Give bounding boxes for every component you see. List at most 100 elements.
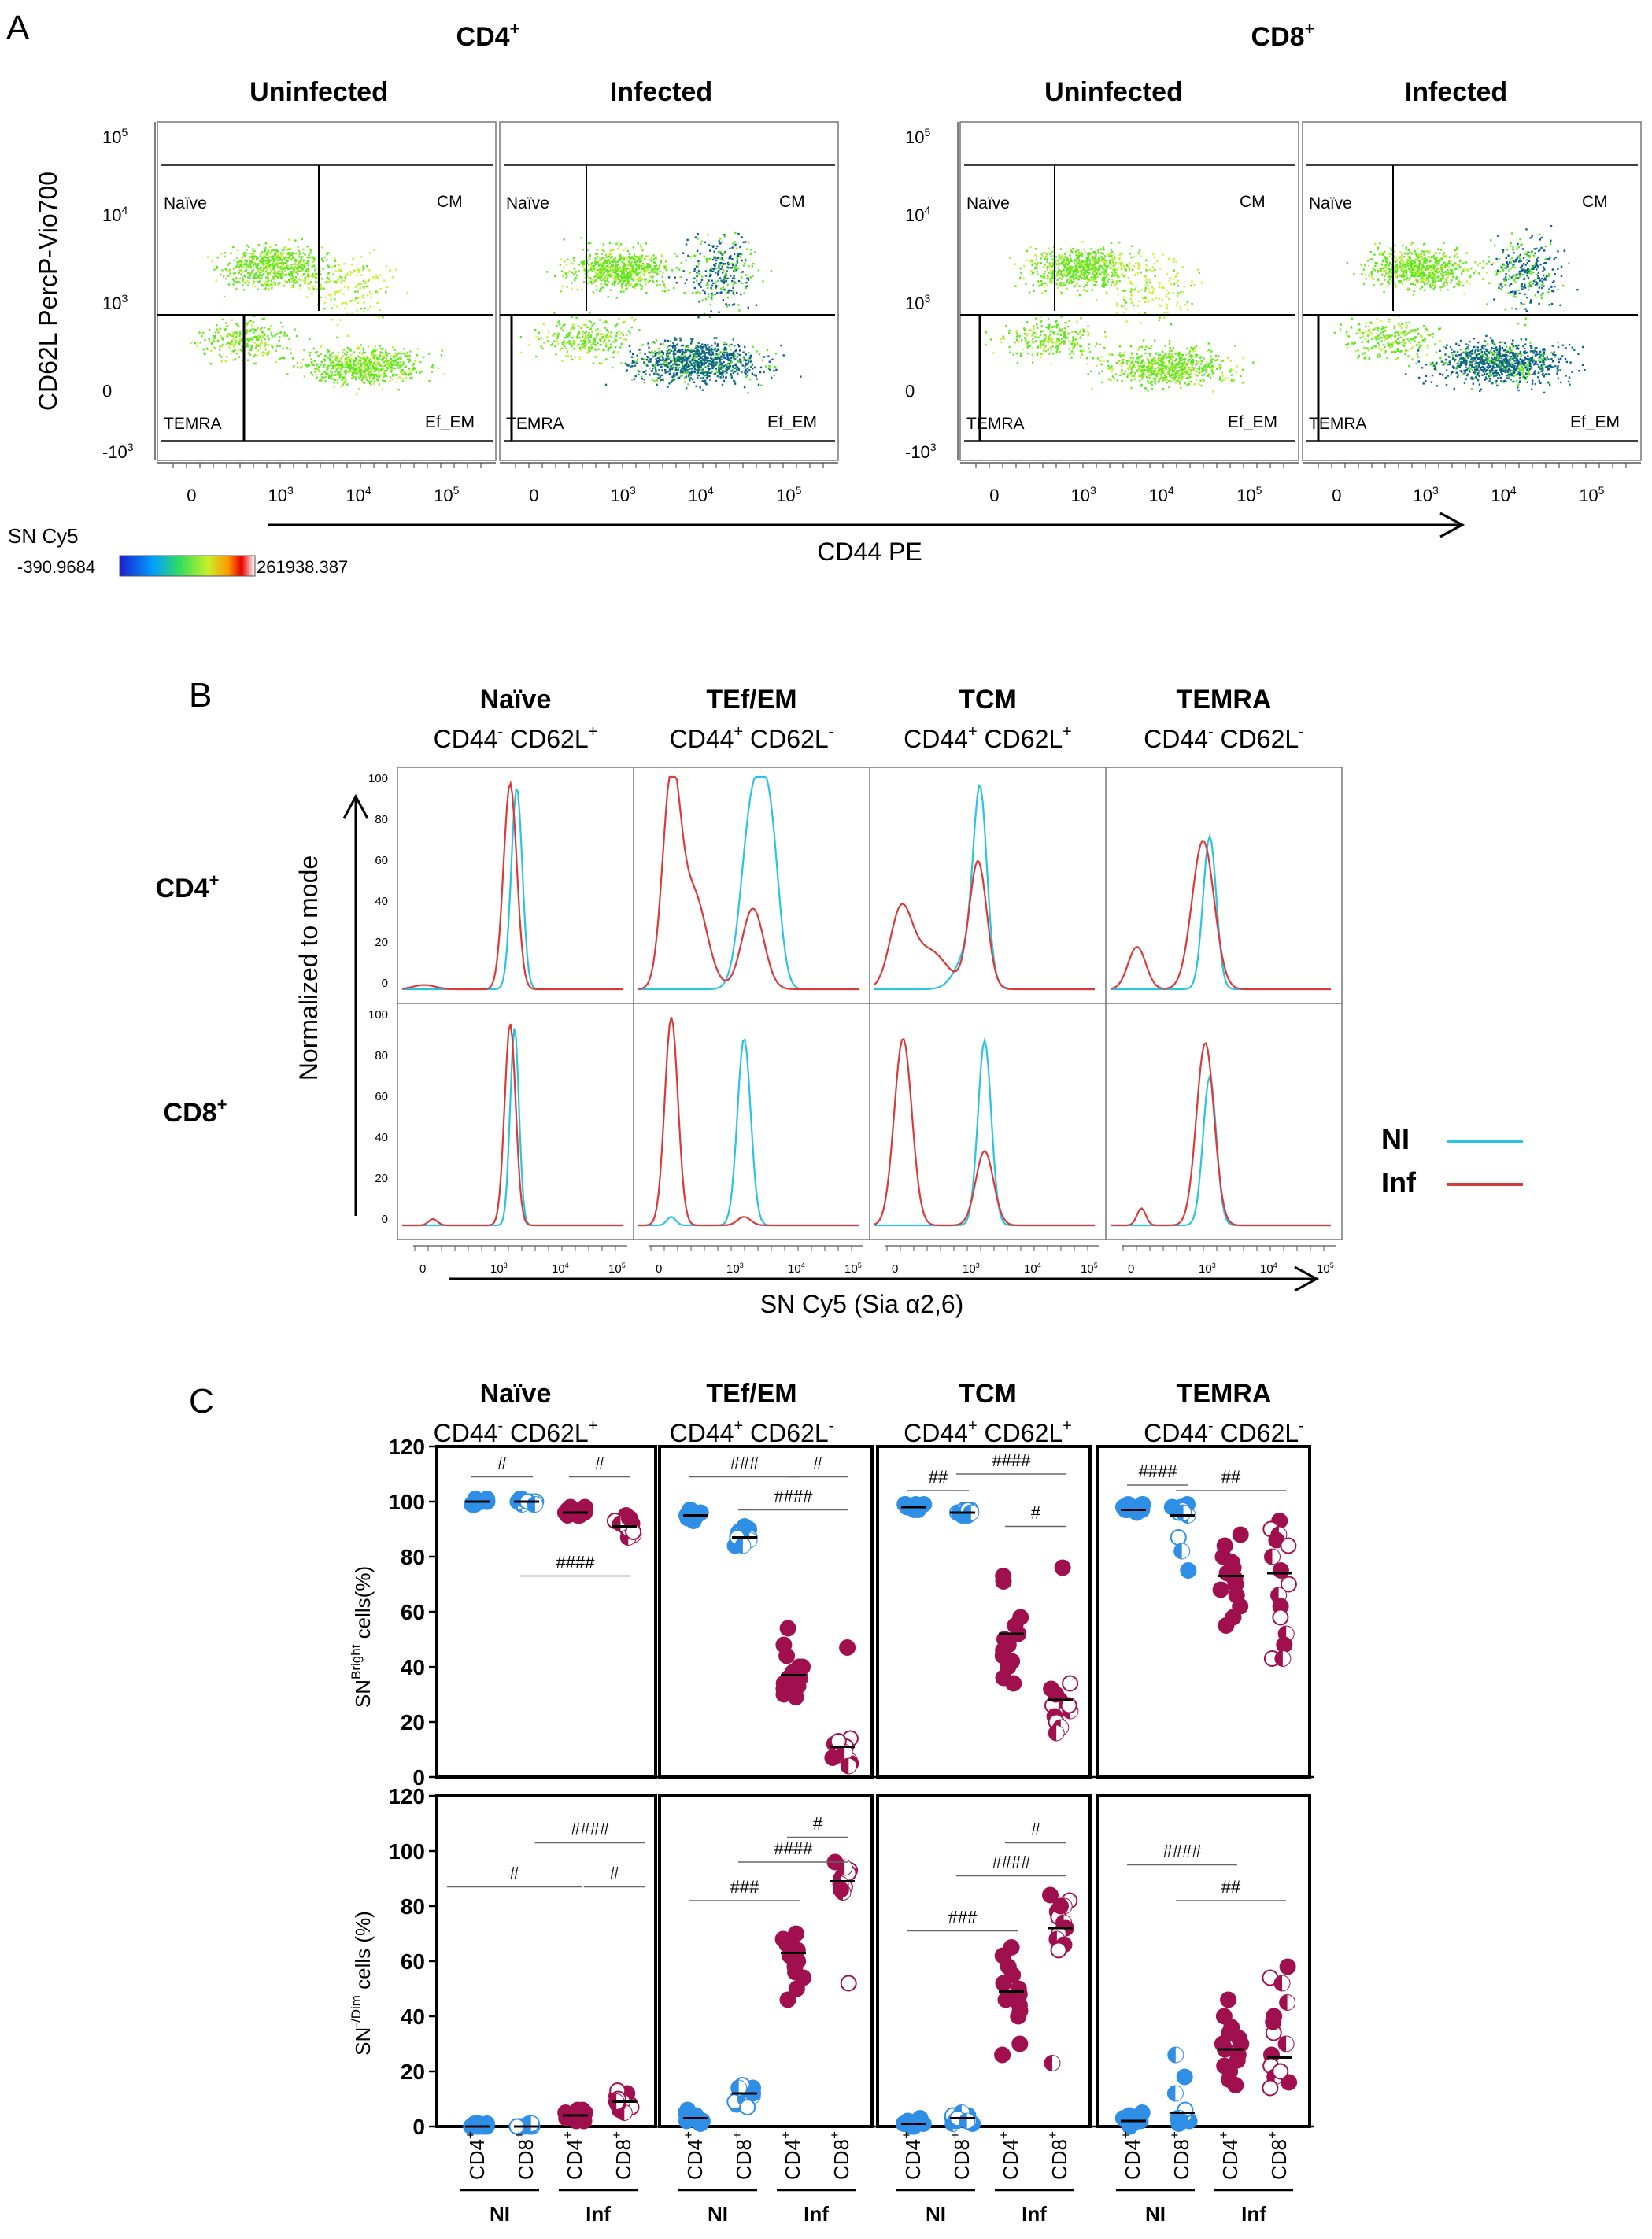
flow-event-dot xyxy=(1086,330,1088,333)
flow-event-dot xyxy=(605,265,608,268)
flow-event-dot xyxy=(608,275,611,278)
flow-event-dot xyxy=(283,248,286,251)
flow-event-dot xyxy=(1059,351,1061,353)
flow-event-dot xyxy=(327,252,330,254)
flow-event-dot xyxy=(1109,252,1111,255)
flow-event-dot xyxy=(223,328,225,331)
flow-event-dot xyxy=(238,272,241,275)
flow-event-dot xyxy=(656,273,659,275)
flow-event-dot xyxy=(1083,286,1085,288)
flow-event-dot xyxy=(1162,371,1165,374)
flow-event-dot xyxy=(1070,257,1072,260)
flow-event-dot xyxy=(1088,252,1091,254)
flow-event-dot xyxy=(251,272,253,274)
flow-event-dot xyxy=(1070,350,1074,353)
flow-event-dot xyxy=(591,324,593,327)
flow-event-dot xyxy=(291,357,294,360)
flow-event-dot xyxy=(224,252,227,254)
flow-event-dot xyxy=(768,367,771,370)
flow-event-dot xyxy=(599,266,601,269)
flow-event-dot xyxy=(651,364,654,366)
flow-event-dot xyxy=(707,286,709,290)
flow-event-dot xyxy=(655,371,657,373)
flow-event-dot xyxy=(595,285,597,287)
flow-event-dot xyxy=(276,333,279,335)
flow-event-dot xyxy=(334,260,336,262)
flow-event-dot xyxy=(601,333,604,336)
flow-event-dot xyxy=(363,267,365,269)
flow-event-dot xyxy=(335,379,338,382)
flow-event-dot xyxy=(342,301,345,305)
flow-event-dot xyxy=(716,343,719,345)
flow-event-dot xyxy=(1151,384,1153,386)
flow-event-dot xyxy=(322,268,324,270)
flow-event-dot xyxy=(593,343,596,345)
flow-event-dot xyxy=(745,375,748,379)
flow-event-dot xyxy=(260,253,262,255)
flow-event-dot xyxy=(634,375,637,378)
flow-event-dot xyxy=(364,355,366,358)
flow-event-dot xyxy=(691,370,693,373)
flow-event-dot xyxy=(355,373,357,375)
flow-event-dot xyxy=(360,357,363,360)
flow-event-dot xyxy=(402,360,405,364)
flow-event-dot xyxy=(700,364,704,366)
flow-event-dot xyxy=(1043,342,1045,344)
flow-event-dot xyxy=(1049,278,1051,280)
flow-event-dot xyxy=(356,309,358,312)
flow-event-dot xyxy=(687,383,689,386)
flow-event-dot xyxy=(376,375,379,378)
flow-event-dot xyxy=(629,278,632,280)
flow-y-tick-label: 105 xyxy=(102,126,128,147)
flow-event-dot xyxy=(372,276,375,279)
flow-event-dot xyxy=(379,345,381,347)
flow-event-dot xyxy=(1056,339,1059,342)
flow-event-dot xyxy=(1128,262,1131,264)
flow-event-dot xyxy=(1058,345,1060,347)
flow-event-dot xyxy=(334,298,336,301)
flow-event-dot xyxy=(1019,267,1022,270)
flow-event-dot xyxy=(1159,374,1162,376)
flow-event-dot xyxy=(1085,276,1087,279)
flow-event-dot xyxy=(1034,258,1037,261)
flow-event-dot xyxy=(267,272,270,274)
flow-event-dot xyxy=(372,366,375,368)
flow-event-dot xyxy=(1055,327,1059,329)
flow-event-dot xyxy=(652,280,655,283)
flow-event-dot xyxy=(1076,282,1078,285)
flow-event-dot xyxy=(364,358,367,360)
flow-event-dot xyxy=(1039,347,1041,349)
flow-event-dot xyxy=(371,364,374,367)
flow-event-dot xyxy=(578,333,580,335)
flow-event-dot xyxy=(1151,345,1153,348)
flow-event-dot xyxy=(320,287,323,290)
flow-event-dot xyxy=(672,364,675,367)
flow-event-dot xyxy=(615,261,618,264)
flow-event-dot xyxy=(1188,372,1192,375)
flow-event-dot xyxy=(1221,380,1223,382)
flow-event-dot xyxy=(236,281,238,283)
flow-event-dot xyxy=(264,260,266,262)
flow-event-dot xyxy=(1105,291,1108,294)
flow-event-dot xyxy=(724,346,726,349)
flow-event-dot xyxy=(707,365,709,368)
flow-event-dot xyxy=(248,282,250,284)
flow-event-dot xyxy=(1049,334,1051,336)
flow-event-dot xyxy=(746,370,748,373)
flow-event-dot xyxy=(1003,338,1006,340)
flow-event-dot xyxy=(235,331,238,334)
flow-event-dot xyxy=(1078,269,1081,272)
flow-event-dot xyxy=(378,316,380,319)
flow-event-dot xyxy=(643,361,645,364)
flow-event-dot xyxy=(402,352,405,355)
flow-event-dot xyxy=(1081,260,1083,263)
flow-event-dot xyxy=(1068,340,1070,342)
flow-event-dot xyxy=(1075,331,1077,334)
flow-event-dot xyxy=(596,269,599,272)
flow-event-dot xyxy=(637,272,640,275)
flow-event-dot xyxy=(1052,353,1055,355)
flow-event-dot xyxy=(1059,257,1062,260)
flow-event-dot xyxy=(347,286,349,289)
flow-event-dot xyxy=(640,257,643,259)
